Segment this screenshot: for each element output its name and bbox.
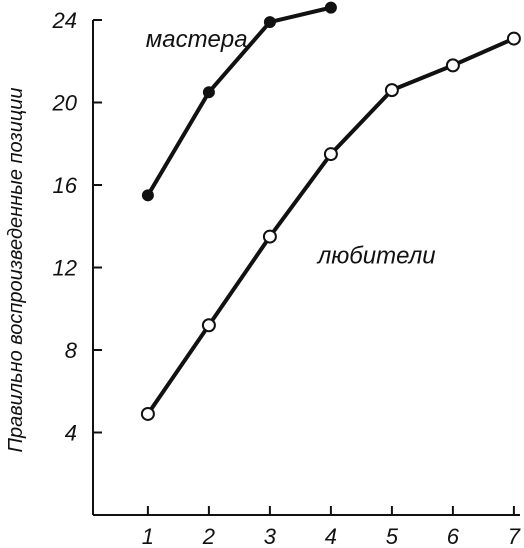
y-axis-title: Правильно воспроизведенные позиции (5, 87, 27, 452)
x-tick-label: 1 (142, 524, 154, 548)
data-point (141, 189, 154, 202)
data-point (324, 1, 337, 14)
data-point (263, 16, 276, 29)
data-point (384, 83, 399, 98)
data-point (201, 318, 216, 333)
data-point (262, 229, 277, 244)
series-label: любители (316, 242, 436, 269)
x-tick-label: 3 (264, 524, 277, 548)
data-point (506, 31, 521, 46)
axes (92, 19, 520, 516)
x-tick-label: 7 (508, 524, 521, 548)
data-point (323, 147, 338, 162)
y-tick-label: 20 (52, 91, 78, 116)
x-tick-label: 2 (202, 524, 215, 548)
series-line (146, 5, 332, 197)
y-tick-label: 4 (65, 421, 77, 446)
data-point (140, 406, 155, 421)
x-tick-label: 5 (386, 524, 399, 548)
y-tick-label: 16 (53, 173, 78, 198)
data-point (445, 58, 460, 73)
x-tick-label: 4 (325, 524, 337, 548)
data-point (202, 86, 215, 99)
series-label: мастера (146, 26, 248, 53)
y-tick-label: 24 (52, 8, 77, 33)
series-layer: мастера любители (140, 1, 521, 421)
y-tick-label: 8 (65, 338, 78, 363)
x-tick-label: 6 (447, 524, 460, 548)
series-line (146, 36, 515, 416)
y-tick-label: 12 (53, 256, 77, 281)
